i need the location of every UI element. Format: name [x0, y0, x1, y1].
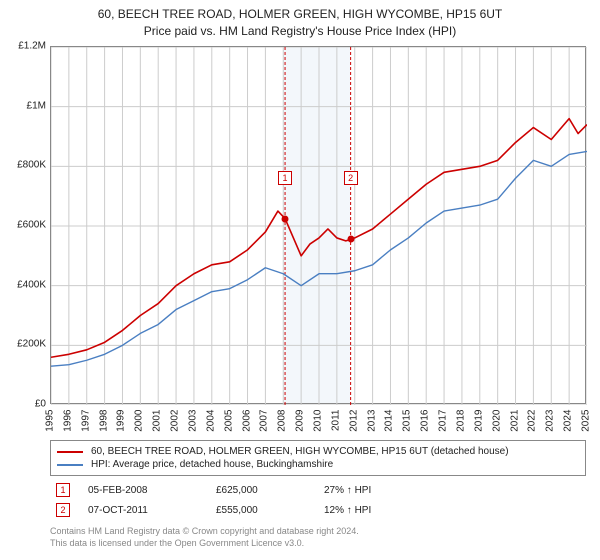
chart-svg [51, 47, 587, 405]
chart-plot-area: 12 [50, 46, 586, 404]
x-tick-label: 2014 [384, 410, 395, 442]
legend-label-1: 60, BEECH TREE ROAD, HOLMER GREEN, HIGH … [91, 446, 509, 457]
x-tick-label: 2009 [295, 410, 306, 442]
x-tick-label: 2020 [491, 410, 502, 442]
sale-pct-2: 12% ↑ HPI [324, 505, 424, 516]
legend-swatch-1 [57, 451, 83, 453]
chart-marker-2: 2 [344, 171, 358, 185]
x-tick-label: 2010 [313, 410, 324, 442]
x-tick-label: 2019 [473, 410, 484, 442]
footer-line-1: Contains HM Land Registry data © Crown c… [50, 526, 586, 538]
x-tick-label: 2001 [152, 410, 163, 442]
x-tick-label: 2012 [348, 410, 359, 442]
marker-box-1: 1 [56, 483, 70, 497]
sales-table: 1 05-FEB-2008 £625,000 27% ↑ HPI 2 07-OC… [50, 480, 586, 520]
marker-box-2: 2 [56, 503, 70, 517]
y-tick-label: £600K [2, 220, 46, 231]
sale-date-2: 07-OCT-2011 [88, 505, 198, 516]
x-tick-label: 2002 [170, 410, 181, 442]
y-tick-label: £800K [2, 160, 46, 171]
x-tick-label: 2015 [402, 410, 413, 442]
sale-pct-1: 27% ↑ HPI [324, 485, 424, 496]
y-tick-label: £1M [2, 100, 46, 111]
y-tick-label: £0 [2, 399, 46, 410]
legend-item-2: HPI: Average price, detached house, Buck… [57, 458, 579, 471]
x-tick-label: 2005 [223, 410, 234, 442]
x-tick-label: 1999 [116, 410, 127, 442]
chart-marker-1: 1 [278, 171, 292, 185]
x-tick-label: 2007 [259, 410, 270, 442]
title-block: 60, BEECH TREE ROAD, HOLMER GREEN, HIGH … [0, 0, 600, 42]
x-tick-label: 1997 [80, 410, 91, 442]
y-tick-label: £400K [2, 279, 46, 290]
x-tick-label: 2011 [330, 410, 341, 442]
x-tick-label: 2022 [527, 410, 538, 442]
legend-label-2: HPI: Average price, detached house, Buck… [91, 459, 333, 470]
y-tick-label: £1.2M [2, 41, 46, 52]
sale-price-1: £625,000 [216, 485, 306, 496]
x-tick-label: 2003 [187, 410, 198, 442]
x-tick-label: 2004 [205, 410, 216, 442]
x-tick-label: 2006 [241, 410, 252, 442]
title-line-1: 60, BEECH TREE ROAD, HOLMER GREEN, HIGH … [8, 6, 592, 23]
sales-row-1: 1 05-FEB-2008 £625,000 27% ↑ HPI [50, 480, 586, 500]
x-tick-label: 2024 [563, 410, 574, 442]
sale-point-1 [282, 215, 289, 222]
x-tick-label: 2018 [455, 410, 466, 442]
sale-point-2 [347, 236, 354, 243]
chart-container: 60, BEECH TREE ROAD, HOLMER GREEN, HIGH … [0, 0, 600, 560]
footer-line-2: This data is licensed under the Open Gov… [50, 538, 586, 550]
sales-row-2: 2 07-OCT-2011 £555,000 12% ↑ HPI [50, 500, 586, 520]
legend-box: 60, BEECH TREE ROAD, HOLMER GREEN, HIGH … [50, 440, 586, 476]
sale-date-1: 05-FEB-2008 [88, 485, 198, 496]
sale-price-2: £555,000 [216, 505, 306, 516]
title-line-2: Price paid vs. HM Land Registry's House … [8, 23, 592, 40]
x-tick-label: 2013 [366, 410, 377, 442]
x-tick-label: 2023 [545, 410, 556, 442]
x-tick-label: 2008 [277, 410, 288, 442]
x-tick-label: 2016 [420, 410, 431, 442]
x-tick-label: 2025 [581, 410, 592, 442]
x-tick-label: 2000 [134, 410, 145, 442]
x-tick-label: 2021 [509, 410, 520, 442]
x-tick-label: 1996 [62, 410, 73, 442]
x-tick-label: 2017 [438, 410, 449, 442]
legend-item-1: 60, BEECH TREE ROAD, HOLMER GREEN, HIGH … [57, 445, 579, 458]
x-tick-label: 1995 [45, 410, 56, 442]
legend-swatch-2 [57, 464, 83, 466]
x-tick-label: 1998 [98, 410, 109, 442]
y-tick-label: £200K [2, 339, 46, 350]
footer-attribution: Contains HM Land Registry data © Crown c… [50, 526, 586, 549]
